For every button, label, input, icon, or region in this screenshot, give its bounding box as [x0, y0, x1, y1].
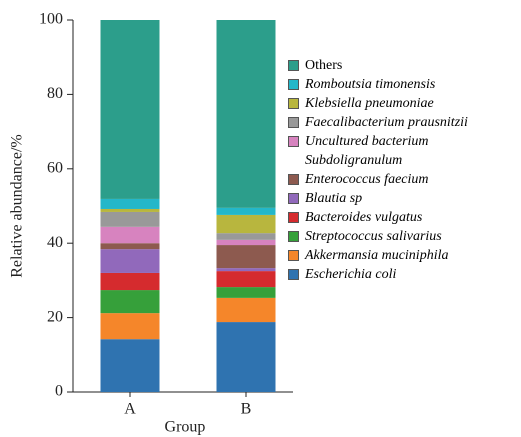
legend-swatch — [288, 269, 299, 280]
bar-segment — [216, 239, 276, 246]
bar-segment — [100, 20, 160, 199]
x-tick-label: B — [241, 401, 252, 418]
legend-item: Romboutsia timonensis — [288, 75, 514, 94]
bar-segment — [216, 233, 276, 240]
legend-item: Uncultured bacterium Subdoligranulum — [288, 132, 514, 170]
bar-segment — [216, 287, 276, 298]
bar-segment — [100, 198, 160, 209]
bar-segment — [100, 226, 160, 244]
legend-swatch — [288, 250, 299, 261]
legend-label: Blautia sp — [305, 191, 363, 206]
bar-segment — [216, 214, 276, 234]
bar-segment — [216, 20, 276, 208]
legend-label: Romboutsia timonensis — [305, 77, 436, 92]
y-tick-label: 40 — [47, 234, 63, 251]
x-tick-label: A — [124, 401, 136, 418]
bar-segment — [100, 249, 160, 273]
bar-segment — [100, 339, 160, 392]
legend-item: Bacteroides vulgatus — [288, 208, 514, 227]
y-tick-label: 0 — [55, 383, 63, 400]
legend-label: Escherichia coli — [305, 267, 397, 282]
legend-label: Klebsiella pneumoniae — [305, 96, 434, 111]
legend-swatch — [288, 117, 299, 128]
legend-item: Others — [288, 56, 514, 75]
bar-segment — [216, 245, 276, 269]
bar-segment — [100, 290, 160, 314]
legend-label: Others — [305, 58, 343, 73]
bar-segment — [100, 272, 160, 291]
x-axis-label: Group — [165, 419, 206, 436]
bar-segment — [216, 322, 276, 392]
bar-segment — [216, 271, 276, 288]
legend-item: Escherichia coli — [288, 265, 514, 284]
legend-item: Streptococcus salivarius — [288, 227, 514, 246]
y-tick-label: 60 — [47, 159, 63, 176]
legend-item: Akkermansia muciniphila — [288, 246, 514, 265]
y-tick-label: 20 — [47, 308, 63, 325]
legend-swatch — [288, 60, 299, 71]
legend-swatch — [288, 98, 299, 109]
y-tick-label: 80 — [47, 85, 63, 102]
y-tick-label: 100 — [39, 11, 63, 28]
bar-segment — [100, 211, 160, 227]
legend: Others Romboutsia timonensis Klebsiella pn… — [288, 56, 514, 284]
bar-segment — [100, 313, 160, 340]
legend-swatch — [288, 79, 299, 90]
legend-item: Enterococcus faecium — [288, 170, 514, 189]
legend-item: Blautia sp — [288, 189, 514, 208]
bar-segment — [216, 268, 276, 272]
legend-label: Bacteroides vulgatus — [305, 210, 423, 225]
legend-swatch — [288, 231, 299, 242]
legend-swatch — [288, 174, 299, 185]
legend-label: Enterococcus faecium — [305, 172, 429, 187]
legend-swatch — [288, 136, 299, 147]
legend-label: Uncultured bacterium Subdoligranulum — [305, 134, 429, 168]
bar-segment — [100, 208, 160, 212]
bar-segment — [216, 207, 276, 215]
y-axis-label: Relative abundance/% — [9, 134, 26, 278]
bar-segment — [100, 243, 160, 250]
legend-label: Akkermansia muciniphila — [305, 248, 449, 263]
legend-item: Faecalibacterium prausnitzii — [288, 113, 514, 132]
legend-label: Streptococcus salivarius — [305, 229, 442, 244]
legend-swatch — [288, 212, 299, 223]
legend-label: Faecalibacterium prausnitzii — [305, 115, 468, 130]
legend-item: Klebsiella pneumoniae — [288, 94, 514, 113]
legend-swatch — [288, 193, 299, 204]
bar-segment — [216, 297, 276, 323]
